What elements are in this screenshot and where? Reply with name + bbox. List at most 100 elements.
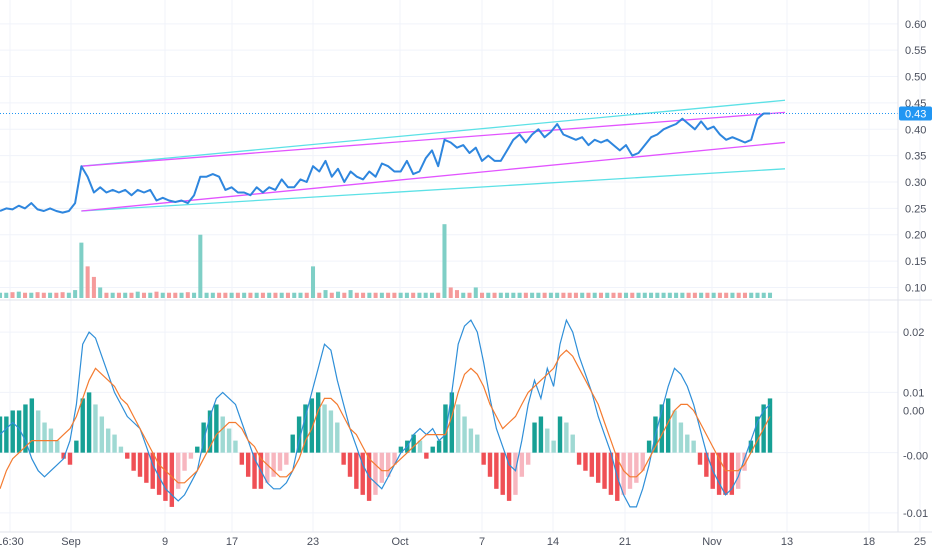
histogram-bar <box>576 452 582 465</box>
time-tick-label: 16:30 <box>0 536 24 548</box>
macd-tick-label: 0.02 <box>903 327 924 339</box>
histogram-bar <box>659 404 665 453</box>
histogram-bar <box>436 440 442 453</box>
volume-bar <box>461 292 466 298</box>
volume-bar <box>630 292 635 298</box>
histogram-bar <box>74 440 79 453</box>
volume-bar <box>411 292 416 298</box>
histogram-bar <box>646 440 652 453</box>
volume-bar <box>742 292 747 298</box>
volume-bar <box>592 292 597 298</box>
volume-bar <box>542 292 547 298</box>
histogram-bar <box>80 398 85 453</box>
histogram-bar <box>602 452 607 489</box>
histogram-bar <box>315 392 321 453</box>
histogram-bar <box>723 452 728 495</box>
volume-bar <box>680 292 685 298</box>
histogram-bar <box>284 452 289 465</box>
volume-bar <box>235 292 240 298</box>
channel-line-inner_upper <box>81 111 786 167</box>
volume-bar <box>342 292 347 298</box>
time-tick-label: Sep <box>61 536 81 548</box>
histogram-bar <box>716 452 722 495</box>
volume-bar <box>104 292 109 298</box>
histogram-bar <box>755 416 760 453</box>
time-tick-label: 25 <box>914 536 926 548</box>
histogram-bar <box>417 440 423 453</box>
histogram-bar <box>513 452 518 495</box>
histogram-bar <box>634 452 639 483</box>
signal-line <box>0 349 771 490</box>
histogram-bar <box>411 434 416 453</box>
volume-bar <box>229 292 234 298</box>
time-tick-label: Oct <box>391 536 408 548</box>
histogram-bar <box>640 452 645 471</box>
macd-axis[interactable]: -0.01 0.00 0.01 0.02 -0.00 <box>903 327 928 520</box>
histogram-bar <box>341 452 346 465</box>
volume-bar <box>204 292 209 298</box>
histogram-bar <box>748 440 754 453</box>
time-tick-label: Nov <box>702 536 722 548</box>
histogram-bar <box>93 404 98 453</box>
volume-bar <box>317 292 322 298</box>
time-axis[interactable]: 16:30 Sep 9 17 23 Oct 7 14 21 Nov 13 18 25 <box>0 536 926 548</box>
volume-bar <box>16 291 21 298</box>
price-tick-label: 0.25 <box>905 203 926 215</box>
macd-histogram <box>0 392 773 507</box>
volume-bar <box>254 292 259 298</box>
histogram-bar <box>608 452 614 495</box>
price-axis[interactable]: 0.100.150.200.250.300.350.400.450.500.55… <box>905 19 926 295</box>
histogram-bar <box>29 398 35 453</box>
volume-bar <box>642 292 647 298</box>
volume-bar <box>160 292 165 298</box>
volume-bar <box>755 292 760 298</box>
volume-bar <box>617 292 622 298</box>
volume-bar <box>705 292 710 298</box>
price-tick-label: 0.30 <box>905 177 926 189</box>
volume-bar <box>623 292 629 298</box>
volume-bar <box>73 290 78 298</box>
histogram-bar <box>691 440 696 453</box>
histogram-bar <box>385 452 391 477</box>
histogram-bar <box>697 452 703 465</box>
histogram-bar <box>481 452 486 465</box>
volume-bar <box>717 292 722 298</box>
histogram-bar <box>455 404 461 453</box>
histogram-bar <box>86 392 92 453</box>
histogram-bar <box>519 452 525 477</box>
histogram-bar <box>767 398 773 453</box>
volume-bar <box>536 292 541 298</box>
histogram-bar <box>551 440 556 453</box>
volume-bar <box>367 292 372 298</box>
volume-bar <box>148 292 153 298</box>
histogram-bar <box>532 422 537 453</box>
channel-line-outer_upper <box>81 99 786 167</box>
histogram-bar <box>163 452 168 501</box>
volume-bars <box>0 224 773 298</box>
histogram-bar <box>252 452 257 489</box>
histogram-bar <box>0 416 3 453</box>
histogram-bar <box>583 452 588 471</box>
channel-line-outer_lower <box>81 168 786 212</box>
volume-bar <box>292 292 297 298</box>
histogram-bar <box>233 440 238 453</box>
volume-bar <box>523 292 528 298</box>
volume-bar <box>655 292 660 298</box>
volume-bar <box>373 292 378 298</box>
volume-bar <box>611 292 616 298</box>
volume-bar <box>448 287 453 298</box>
histogram-bar <box>545 428 550 453</box>
histogram-bar <box>245 452 251 477</box>
volume-bar <box>29 292 34 298</box>
histogram-bar <box>678 422 684 453</box>
volume-bar <box>210 292 215 298</box>
volume-bar <box>573 292 578 298</box>
volume-bar <box>386 292 391 298</box>
volume-bar <box>173 292 178 298</box>
volume-bar <box>348 290 353 298</box>
volume-bar <box>480 292 485 298</box>
volume-bar <box>329 292 334 298</box>
histogram-bar <box>373 452 378 495</box>
histogram-bar <box>16 410 22 453</box>
volume-bar <box>567 292 572 298</box>
